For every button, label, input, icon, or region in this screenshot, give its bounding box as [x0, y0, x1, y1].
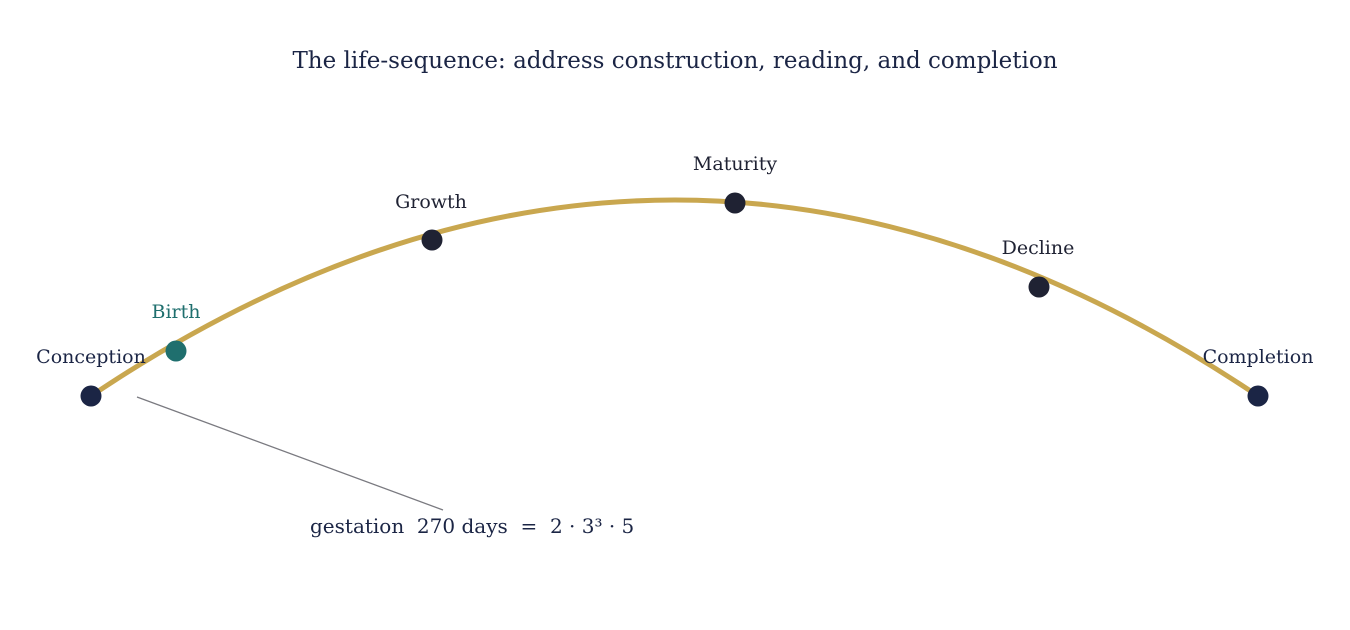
stage-conception: Conception [36, 346, 146, 407]
stage-decline: Decline [1002, 237, 1075, 298]
stage-label-conception: Conception [36, 346, 146, 368]
stage-node-maturity [724, 192, 746, 214]
stage-completion: Completion [1203, 346, 1314, 407]
stage-node-completion [1247, 385, 1269, 407]
stage-label-growth: Growth [395, 191, 467, 213]
stage-node-conception [80, 385, 102, 407]
stage-markers: Conception Birth Growth Maturity Decline Comp… [36, 153, 1313, 407]
stage-node-decline [1028, 276, 1050, 298]
stage-node-birth [165, 340, 187, 362]
stage-label-birth: Birth [152, 301, 201, 323]
stage-label-decline: Decline [1002, 237, 1075, 259]
stage-growth: Growth [395, 191, 467, 251]
stage-label-maturity: Maturity [693, 153, 777, 175]
gestation-annotation: gestation 270 days = 2 · 3³ · 5 [310, 514, 634, 538]
stage-label-completion: Completion [1203, 346, 1314, 368]
stage-maturity: Maturity [693, 153, 777, 214]
stage-node-growth [421, 229, 443, 251]
annotation-leader-line [136, 396, 444, 511]
diagram-title: The life-sequence: address construction,… [292, 48, 1057, 74]
life-arc [88, 197, 1261, 399]
stage-birth: Birth [152, 301, 201, 362]
